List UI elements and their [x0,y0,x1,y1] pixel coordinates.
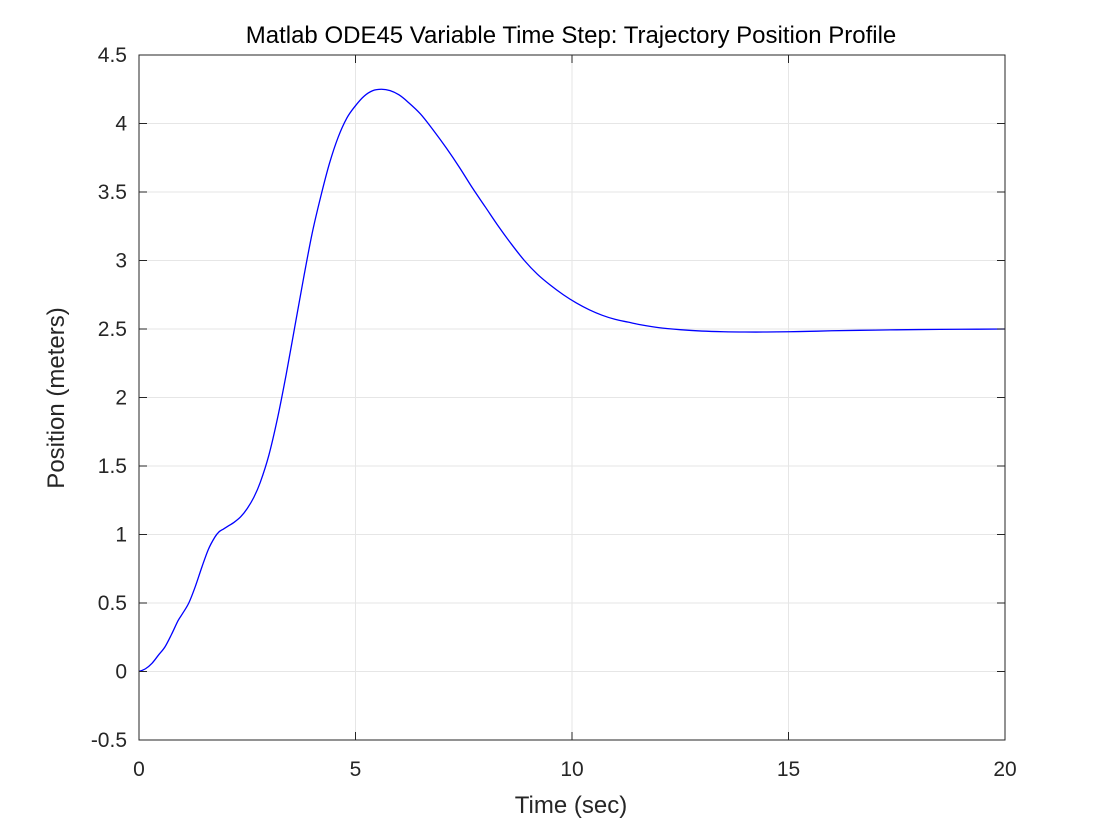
y-tick-label: 2 [115,387,127,410]
ticks [138,54,1006,741]
y-tick-label: 0 [115,661,127,684]
x-tick-label: 15 [777,758,800,781]
y-tick-label: 4 [115,113,127,136]
chart-title: Matlab ODE45 Variable Time Step: Traject… [246,22,897,49]
y-tick-label: 1.5 [98,455,127,478]
y-tick-label: 3.5 [98,181,127,204]
y-tick-label: -0.5 [91,729,127,752]
y-tick-label: 3 [115,250,127,273]
position-series-line [138,88,1006,673]
x-tick-label: 20 [993,758,1016,781]
x-tick-label: 10 [560,758,583,781]
y-tick-label: 0.5 [98,592,127,615]
y-axis-label: Position (meters) [43,307,70,488]
x-axis-label: Time (sec) [515,792,627,819]
y-tick-label: 4.5 [98,44,127,67]
y-tick-label: 1 [115,524,127,547]
plot-lines [138,88,1006,673]
tick-labels: 0 5 10 15 20 -0.5 0 0.5 1 1.5 2 2.5 3 3.5 4 4.5 [91,44,1017,781]
x-tick-label: 0 [133,758,145,781]
x-tick-label: 5 [350,758,362,781]
y-tick-label: 2.5 [98,318,127,341]
grid [138,54,1006,741]
